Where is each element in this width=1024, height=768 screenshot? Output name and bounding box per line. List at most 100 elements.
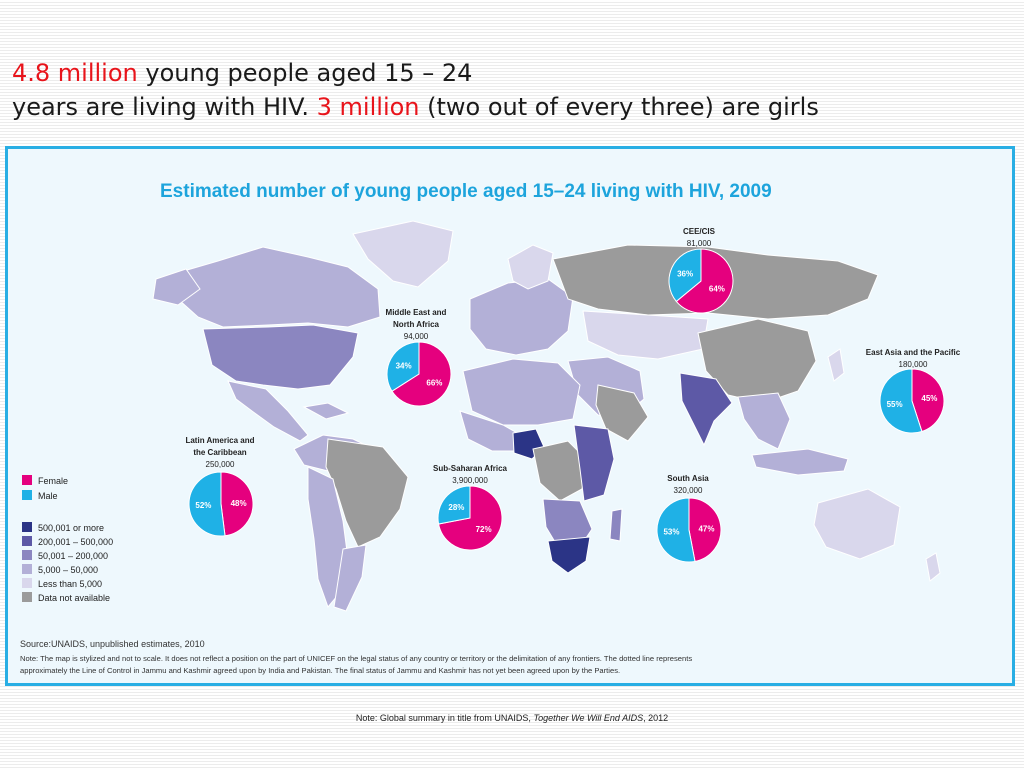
pie-slice-male xyxy=(437,485,471,525)
pie-label-male: 55% xyxy=(887,400,903,409)
legend-sex: Female Male xyxy=(22,475,68,501)
pie-label-male: 28% xyxy=(448,503,464,512)
region-total-latam: 250,000 xyxy=(206,460,235,469)
pie-label-male: 52% xyxy=(195,501,211,510)
legend-500001-swatch xyxy=(22,522,32,532)
pie-slice-female xyxy=(220,471,254,537)
pie-label-female: 48% xyxy=(231,499,247,508)
pie-slice-male xyxy=(188,471,226,537)
mexico-central-america-shape xyxy=(227,380,309,442)
pie-label-female: 45% xyxy=(921,394,937,403)
slide-headline: 4.8 million young people aged 15 – 24 ye… xyxy=(12,56,1012,124)
europe-shape xyxy=(469,278,574,356)
legend-50001-swatch xyxy=(22,550,32,560)
legend-50001-label: 50,001 – 200,000 xyxy=(38,551,108,561)
region-name-latam-1: Latin America and xyxy=(185,436,254,445)
central-asia-shape xyxy=(582,310,709,360)
pie-cee-cis: 64% 36% xyxy=(668,248,734,314)
legend-200001-swatch xyxy=(22,536,32,546)
pie-slice-male xyxy=(386,341,420,392)
scandinavia-shape xyxy=(507,244,554,290)
region-total-east-asia: 180,000 xyxy=(899,360,928,369)
north-africa-shape xyxy=(462,358,581,426)
region-total-cee-cis: 81,000 xyxy=(687,239,712,248)
map-panel: Estimated number of young people aged 15… xyxy=(5,146,1015,686)
legend-female-swatch xyxy=(22,475,32,485)
alaska-shape xyxy=(152,268,201,306)
pie-slice-male xyxy=(668,248,702,303)
region-name-mena-1: Middle East and xyxy=(386,308,447,317)
pie-south-asia: 47% 53% xyxy=(656,497,722,563)
usa-shape xyxy=(202,324,359,390)
pie-sub-saharan-africa: 72% 28% xyxy=(437,485,503,551)
pie-slice-male xyxy=(879,368,923,434)
pie-slice-female xyxy=(688,497,722,563)
madagascar-shape xyxy=(609,508,623,542)
pie-label-female: 66% xyxy=(426,379,442,388)
headline-line-2: years are living with HIV. 3 million (tw… xyxy=(12,90,1012,124)
pie-label-female: 64% xyxy=(709,285,725,294)
pie-label-female: 47% xyxy=(698,524,714,533)
canada-shape xyxy=(162,246,381,328)
region-name-ssa: Sub-Saharan Africa xyxy=(433,464,507,473)
japan-shape xyxy=(827,348,845,382)
headline-line-1: 4.8 million young people aged 15 – 24 xyxy=(12,56,1012,90)
legend-female-label: Female xyxy=(38,476,68,486)
australia-shape xyxy=(813,488,901,560)
arabian-peninsula-shape xyxy=(595,384,649,442)
pie-slice-female xyxy=(675,248,734,314)
legend-less-5000-swatch xyxy=(22,578,32,588)
argentina-shape xyxy=(333,544,367,612)
legend-5000-label: 5,000 – 50,000 xyxy=(38,565,98,575)
map-notes: Source:UNAIDS, unpublished estimates, 20… xyxy=(20,639,692,675)
region-name-east-asia: East Asia and the Pacific xyxy=(866,348,961,357)
pie-label-male: 34% xyxy=(396,362,412,371)
legend-scale: 500,001 or more 200,001 – 500,000 50,001… xyxy=(22,522,113,603)
legend-male-swatch xyxy=(22,490,32,500)
legend-500001-label: 500,001 or more xyxy=(38,523,104,533)
greenland-shape xyxy=(352,220,454,288)
pie-label-male: 53% xyxy=(663,528,679,537)
legend-5000-swatch xyxy=(22,564,32,574)
indonesia-shape xyxy=(751,448,849,476)
pie-label-female: 72% xyxy=(476,525,492,534)
map-note-line-1: Note: The map is stylized and not to sca… xyxy=(20,654,692,663)
headline-highlight-total: 4.8 million xyxy=(12,59,138,87)
map-source: Source:UNAIDS, unpublished estimates, 20… xyxy=(20,639,205,649)
pie-label-male: 36% xyxy=(677,270,693,279)
map-landmasses xyxy=(152,220,941,612)
region-total-south-asia: 320,000 xyxy=(674,486,703,495)
footnote-prefix: Note: Global summary in title from UNAID… xyxy=(355,713,534,723)
east-africa-shape xyxy=(573,424,615,502)
world-map-figure: Estimated number of young people aged 15… xyxy=(20,181,961,675)
region-name-latam-2: the Caribbean xyxy=(193,448,246,457)
headline-text-living: years are living with HIV. xyxy=(12,93,317,121)
map-title: Estimated number of young people aged 15… xyxy=(160,181,772,202)
new-zealand-shape xyxy=(925,552,941,582)
region-name-cee-cis: CEE/CIS xyxy=(683,227,716,236)
pie-east-asia-pacific: 45% 55% xyxy=(879,368,945,434)
caribbean-shape xyxy=(302,402,350,420)
southeast-asia-shape xyxy=(737,392,791,450)
india-shape xyxy=(679,372,733,447)
region-total-ssa: 3,900,000 xyxy=(452,476,488,485)
pie-latin-america-caribbean: 48% 52% xyxy=(188,471,254,537)
legend-200001-label: 200,001 – 500,000 xyxy=(38,537,113,547)
headline-highlight-girls: 3 million xyxy=(316,93,420,121)
region-name-mena-2: North Africa xyxy=(393,320,439,329)
headline-text-age: young people aged 15 – 24 xyxy=(137,59,473,87)
footnote-suffix: , 2012 xyxy=(643,713,669,723)
legend-no-data-label: Data not available xyxy=(38,593,110,603)
legend-no-data-swatch xyxy=(22,592,32,602)
map-note-line-2: approximately the Line of Control in Jam… xyxy=(20,666,620,675)
pie-slice-female xyxy=(911,368,945,433)
region-name-south-asia: South Asia xyxy=(667,474,709,483)
slide-footnote: Note: Global summary in title from UNAID… xyxy=(0,713,1024,723)
footnote-italic-title: Together We Will End AIDS xyxy=(533,713,644,723)
legend-male-label: Male xyxy=(38,491,58,501)
pie-slice-male xyxy=(656,497,696,563)
region-total-mena: 94,000 xyxy=(404,332,429,341)
south-africa-shape xyxy=(547,536,591,574)
pie-labels: CEE/CIS 81,000 Middle East and North Afr… xyxy=(185,227,960,495)
pie-slice-female xyxy=(391,341,452,407)
